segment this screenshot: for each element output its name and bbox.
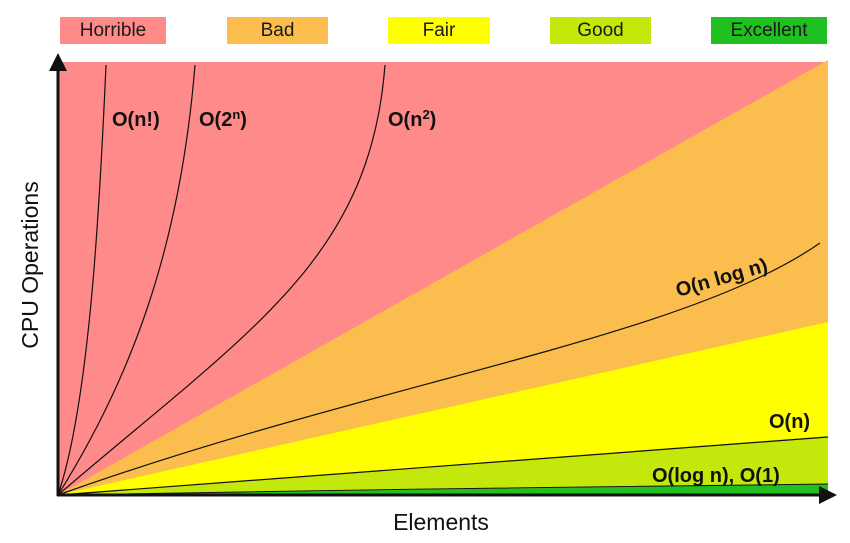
legend: Horrible Bad Fair Good Excellent xyxy=(0,0,850,50)
legend-item-good: Good xyxy=(550,17,651,44)
label-log-constant: O(log n), O(1) xyxy=(652,465,780,487)
curve-nlogn xyxy=(57,242,821,496)
y-axis-label: CPU Operations xyxy=(17,181,43,348)
label-exponential: O(2n) xyxy=(199,107,247,132)
label-linear: O(n) xyxy=(769,411,810,433)
curve-log xyxy=(57,483,829,496)
curve-exponential xyxy=(57,64,196,496)
x-axis-label: Elements xyxy=(393,509,489,535)
curve-factorial xyxy=(57,64,107,496)
legend-item-excellent: Excellent xyxy=(711,17,827,44)
label-quadratic: O(n2) xyxy=(388,107,436,132)
legend-item-horrible: Horrible xyxy=(60,17,166,44)
legend-item-fair: Fair xyxy=(388,17,490,44)
legend-item-bad: Bad xyxy=(227,17,328,44)
curve-linear xyxy=(57,436,829,496)
curve-quadratic xyxy=(57,64,386,496)
label-factorial: O(n!) xyxy=(112,109,160,131)
